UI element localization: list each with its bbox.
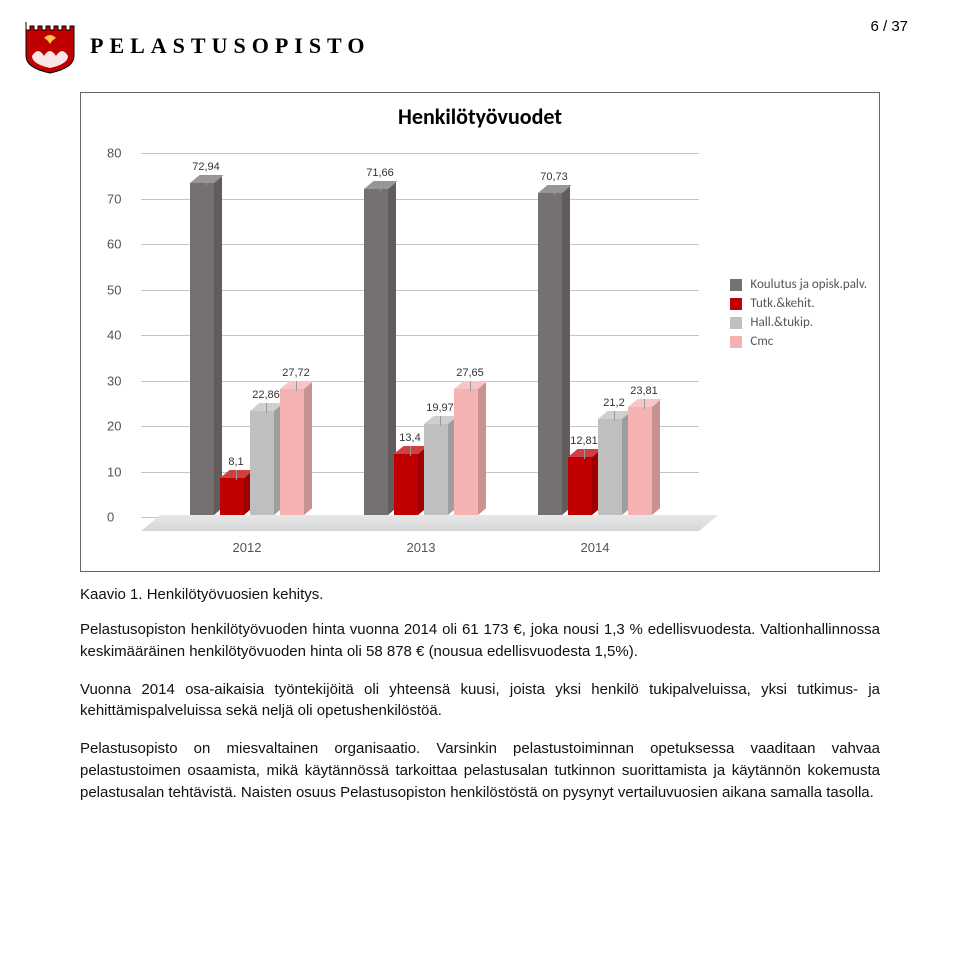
chart-bar <box>598 419 622 515</box>
chart-bar <box>364 189 388 515</box>
y-axis-tick: 10 <box>107 464 121 479</box>
chart-bar <box>454 389 478 515</box>
chart-bar <box>424 424 448 515</box>
paragraph: Pelastusopisto on miesvaltainen organisa… <box>80 738 880 803</box>
chart-legend: Koulutus ja opisk.palv. Tutk.&kehit. Hall.… <box>730 273 867 353</box>
y-axis-tick: 40 <box>107 328 121 343</box>
gridline <box>141 199 699 200</box>
gridline <box>141 244 699 245</box>
legend-swatch <box>730 279 742 291</box>
gridline <box>141 153 699 154</box>
legend-label: Koulutus ja opisk.palv. <box>750 277 867 292</box>
leader-line <box>584 449 585 459</box>
leader-line <box>470 381 471 391</box>
bar-value-label: 72,94 <box>186 161 226 173</box>
header: PELASTUSOPISTO <box>0 0 960 82</box>
bar-value-label: 23,81 <box>624 385 664 397</box>
chart-bar <box>394 454 418 515</box>
leader-line <box>440 416 441 426</box>
legend-item: Koulutus ja opisk.palv. <box>730 277 867 292</box>
chart-caption: Kaavio 1. Henkilötyövuosien kehitys. <box>80 586 880 603</box>
chart-container: Henkilötyövuodet 01020304050607080201272… <box>80 92 880 572</box>
x-axis-tick: 2012 <box>190 540 304 555</box>
gridline <box>141 335 699 336</box>
leader-line <box>236 470 237 480</box>
leader-line <box>644 399 645 409</box>
page-number: 6 / 37 <box>870 18 908 35</box>
chart-bar <box>190 183 214 515</box>
leader-line <box>410 446 411 456</box>
x-axis-tick: 2014 <box>538 540 652 555</box>
legend-label: Hall.&tukip. <box>750 315 813 330</box>
x-axis-tick: 2013 <box>364 540 478 555</box>
chart-floor <box>141 515 718 531</box>
leader-line <box>296 381 297 391</box>
leader-line <box>614 411 615 421</box>
leader-line <box>206 175 207 185</box>
legend-swatch <box>730 336 742 348</box>
y-axis-tick: 60 <box>107 237 121 252</box>
bar-value-label: 71,66 <box>360 167 400 179</box>
y-axis-tick: 30 <box>107 373 121 388</box>
chart-bar <box>628 407 652 515</box>
chart-bar <box>280 389 304 515</box>
bar-value-label: 27,65 <box>450 367 490 379</box>
chart-title: Henkilötyövuodet <box>81 93 879 134</box>
y-axis-tick: 20 <box>107 419 121 434</box>
chart-bar <box>250 411 274 515</box>
leader-line <box>554 185 555 195</box>
legend-label: Cmc <box>750 334 773 349</box>
body-text: Pelastusopiston henkilötyövuoden hinta v… <box>80 619 880 803</box>
leader-line <box>266 403 267 413</box>
y-axis-tick: 70 <box>107 191 121 206</box>
brand-name: PELASTUSOPISTO <box>90 33 370 59</box>
chart-bar <box>538 193 562 515</box>
legend-swatch <box>730 298 742 310</box>
gridline <box>141 381 699 382</box>
paragraph: Pelastusopiston henkilötyövuoden hinta v… <box>80 619 880 663</box>
legend-swatch <box>730 317 742 329</box>
chart-bar <box>568 457 592 515</box>
y-axis-tick: 80 <box>107 146 121 161</box>
bar-value-label: 70,73 <box>534 171 574 183</box>
gridline <box>141 290 699 291</box>
logo-shield-icon <box>24 18 76 74</box>
legend-item: Hall.&tukip. <box>730 315 867 330</box>
chart-plot-area: 01020304050607080201272,948,122,8627,722… <box>141 153 699 531</box>
legend-item: Tutk.&kehit. <box>730 296 867 311</box>
legend-item: Cmc <box>730 334 867 349</box>
leader-line <box>380 181 381 191</box>
y-axis-tick: 0 <box>107 510 114 525</box>
paragraph: Vuonna 2014 osa-aikaisia työntekijöitä o… <box>80 679 880 723</box>
y-axis-tick: 50 <box>107 282 121 297</box>
legend-label: Tutk.&kehit. <box>750 296 814 311</box>
chart-bar <box>220 478 244 515</box>
bar-value-label: 27,72 <box>276 367 316 379</box>
